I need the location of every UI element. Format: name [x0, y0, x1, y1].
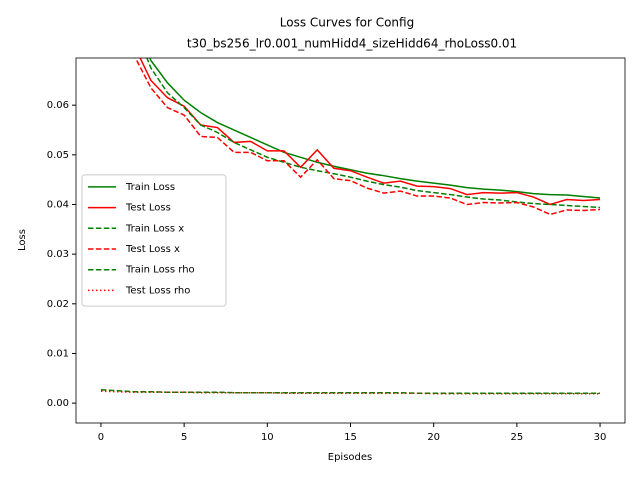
- y-tick-label: 0.04: [47, 199, 69, 210]
- y-tick-label: 0.05: [47, 150, 69, 161]
- legend-box: [81, 174, 227, 307]
- legend-label: Test Loss x: [125, 244, 180, 255]
- y-tick-label: 0.02: [47, 299, 69, 310]
- x-tick-label: 0: [98, 432, 104, 443]
- legend-label: Test Loss rho: [125, 285, 190, 296]
- legend-label: Test Loss: [125, 203, 171, 214]
- x-tick-label: 10: [261, 432, 274, 443]
- y-tick-label: 0.06: [47, 100, 69, 111]
- x-tick-label: 15: [344, 432, 357, 443]
- x-tick-label: 30: [594, 432, 607, 443]
- series-line: [139, 58, 601, 206]
- chart-subtitle: t30_bs256_lr0.001_numHidd4_sizeHidd64_rh…: [187, 37, 517, 51]
- legend-label: Train Loss x: [125, 223, 184, 234]
- series-line: [100, 388, 601, 394]
- x-axis-label: Episodes: [328, 452, 372, 463]
- legend-label: Train Loss: [125, 182, 175, 193]
- x-tick-label: 25: [510, 432, 523, 443]
- plot-lines: [100, 58, 601, 395]
- y-tick-label: 0.03: [47, 249, 69, 260]
- x-tick-label: 5: [181, 432, 187, 443]
- plot-frame: [75, 57, 626, 424]
- x-tick-label: 20: [427, 432, 440, 443]
- chart-title: Loss Curves for Config: [280, 16, 414, 30]
- legend-label: Train Loss rho: [125, 265, 195, 276]
- series-line: [149, 58, 601, 199]
- y-tick-label: 0.00: [47, 398, 69, 409]
- y-tick-label: 0.01: [47, 348, 69, 359]
- y-axis-label: Loss: [17, 229, 28, 251]
- series-line: [134, 58, 601, 216]
